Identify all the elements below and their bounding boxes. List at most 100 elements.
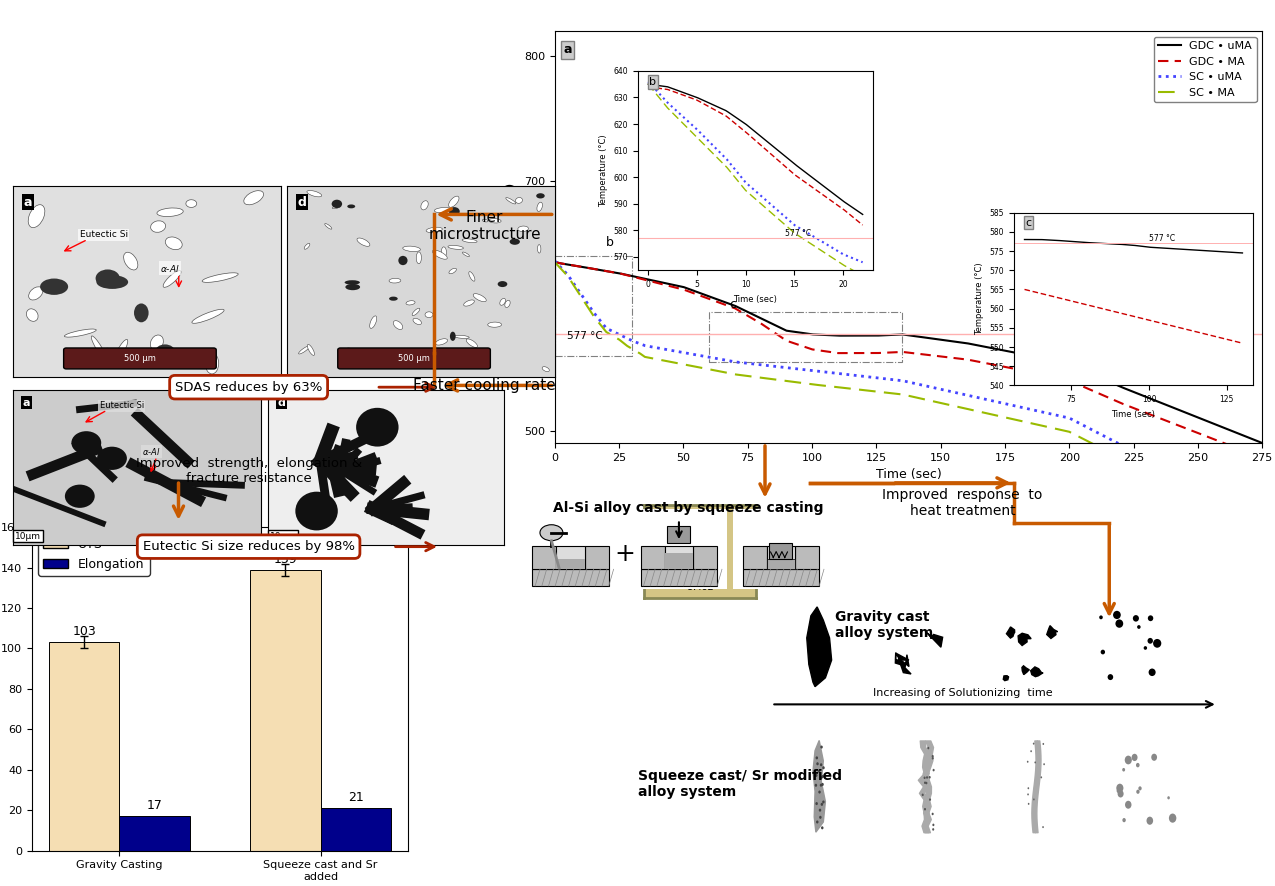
Bar — [694, 546, 717, 570]
Circle shape — [1153, 639, 1162, 648]
GDC • uMA — [891, 330, 907, 340]
Text: Increasing of Solutionizing  time: Increasing of Solutionizing time — [873, 688, 1052, 698]
Circle shape — [932, 828, 935, 831]
GDC • uMA — [583, 263, 598, 274]
Polygon shape — [807, 607, 831, 687]
Ellipse shape — [506, 198, 516, 204]
Circle shape — [928, 776, 931, 779]
Text: Al-Si alloy cast by squeeze casting: Al-Si alloy cast by squeeze casting — [553, 501, 824, 515]
Circle shape — [1100, 649, 1105, 655]
Text: 21: 21 — [348, 791, 363, 804]
GDC • uMA — [1255, 438, 1270, 448]
Ellipse shape — [449, 207, 460, 216]
Ellipse shape — [435, 207, 451, 213]
Circle shape — [1149, 669, 1155, 676]
Bar — [664, 553, 694, 570]
Ellipse shape — [403, 246, 421, 252]
Ellipse shape — [307, 190, 321, 197]
Text: 577 °C: 577 °C — [567, 331, 603, 341]
Circle shape — [1148, 616, 1154, 621]
Circle shape — [821, 803, 824, 806]
Bar — [556, 559, 585, 570]
Circle shape — [926, 776, 928, 779]
GDC • uMA — [547, 257, 562, 268]
Text: 139: 139 — [274, 553, 297, 565]
Circle shape — [926, 781, 927, 784]
Ellipse shape — [150, 221, 166, 232]
Polygon shape — [1003, 676, 1009, 680]
Text: a: a — [23, 398, 31, 408]
Circle shape — [816, 820, 819, 823]
Bar — [533, 546, 556, 570]
Circle shape — [1125, 756, 1132, 765]
Circle shape — [819, 790, 821, 794]
Circle shape — [819, 816, 821, 819]
Circle shape — [1033, 742, 1034, 744]
Ellipse shape — [482, 220, 488, 222]
Ellipse shape — [537, 202, 542, 212]
Ellipse shape — [389, 297, 398, 300]
Circle shape — [1117, 784, 1123, 792]
Ellipse shape — [467, 339, 477, 347]
Bar — [250, 570, 320, 851]
Ellipse shape — [113, 339, 128, 362]
Ellipse shape — [65, 485, 94, 508]
Text: 500 μm: 500 μm — [398, 354, 430, 363]
Bar — [796, 546, 819, 570]
SC • MA — [872, 386, 887, 397]
Text: Faster cooling rate: Faster cooling rate — [413, 378, 556, 392]
Ellipse shape — [462, 239, 477, 243]
Text: SDAS reduces by 63%: SDAS reduces by 63% — [175, 381, 323, 393]
Text: Strontium: Strontium — [680, 571, 720, 580]
GDC • MA — [891, 346, 907, 357]
Line: GDC • MA: GDC • MA — [555, 262, 1262, 458]
Ellipse shape — [244, 190, 264, 205]
Circle shape — [1026, 761, 1029, 763]
Text: c: c — [1025, 218, 1031, 228]
Circle shape — [820, 783, 822, 787]
Ellipse shape — [405, 300, 416, 305]
Ellipse shape — [537, 193, 544, 198]
Text: a: a — [23, 196, 32, 208]
Text: Finer
microstructure: Finer microstructure — [428, 210, 541, 242]
Ellipse shape — [449, 268, 456, 274]
Ellipse shape — [432, 250, 448, 260]
Ellipse shape — [296, 492, 338, 531]
Circle shape — [932, 769, 935, 772]
SC • MA — [583, 307, 598, 317]
SC • MA — [1234, 515, 1250, 525]
Text: d: d — [297, 196, 306, 208]
Polygon shape — [1047, 626, 1057, 639]
Circle shape — [816, 757, 819, 759]
GDC • uMA — [1234, 430, 1250, 440]
Text: $\alpha$-Al: $\alpha$-Al — [161, 263, 180, 274]
Bar — [533, 570, 609, 586]
Text: Sr: Sr — [681, 532, 719, 561]
Polygon shape — [895, 653, 909, 665]
Ellipse shape — [449, 196, 459, 207]
Text: Gravity cast
alloy system: Gravity cast alloy system — [835, 610, 933, 640]
Ellipse shape — [205, 353, 219, 374]
Text: 577 °C: 577 °C — [1149, 235, 1176, 244]
GDC • MA — [547, 257, 562, 268]
Ellipse shape — [333, 206, 340, 208]
Ellipse shape — [488, 219, 501, 223]
Ellipse shape — [357, 238, 370, 246]
Circle shape — [1118, 790, 1123, 797]
Ellipse shape — [92, 336, 106, 359]
Circle shape — [924, 781, 926, 784]
Circle shape — [815, 773, 817, 777]
SC • uMA — [583, 303, 598, 314]
Ellipse shape — [393, 321, 403, 330]
SC • uMA — [891, 375, 907, 385]
Ellipse shape — [134, 304, 149, 323]
Circle shape — [932, 755, 933, 758]
Ellipse shape — [71, 431, 101, 455]
Circle shape — [1136, 763, 1140, 767]
Polygon shape — [1006, 627, 1015, 638]
Ellipse shape — [441, 247, 446, 257]
Ellipse shape — [510, 238, 520, 245]
Circle shape — [932, 824, 935, 826]
Ellipse shape — [515, 198, 523, 203]
Circle shape — [1116, 619, 1123, 628]
